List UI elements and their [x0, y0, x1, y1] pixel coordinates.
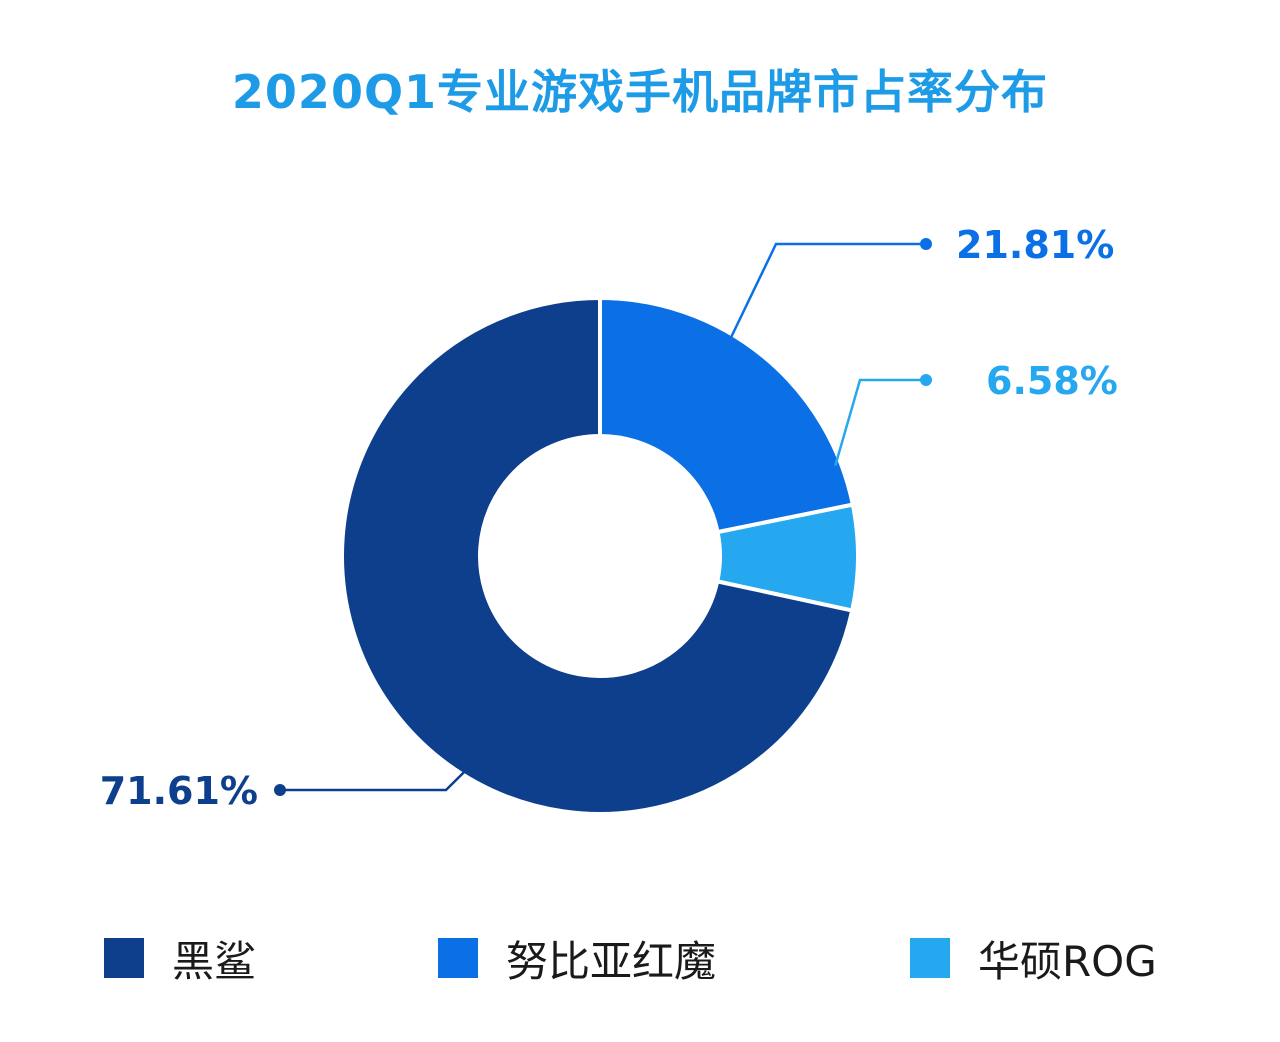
chart-title: 2020Q1专业游戏手机品牌市占率分布 [231, 65, 1049, 119]
leader-dot-1 [920, 238, 932, 250]
legend-label: 华硕ROG [978, 936, 1157, 986]
chart-legend: 黑鲨 努比亚红魔 华硕ROG [0, 928, 1280, 988]
pie-slice-1 [598, 295, 856, 535]
data-label-2: 6.58% [986, 359, 1118, 403]
legend-item-nubia: 努比亚红魔 [438, 928, 716, 988]
leader-dot-0 [274, 784, 286, 796]
legend-item-rog: 华硕ROG [910, 928, 1157, 988]
leader-line-1 [728, 242, 926, 341]
legend-label: 黑鲨 [172, 936, 257, 986]
data-label-1: 21.81% [956, 223, 1114, 267]
legend-swatch [104, 938, 144, 978]
leader-line-2 [834, 378, 926, 467]
legend-swatch [438, 938, 478, 978]
legend-item-heisha: 黑鲨 [104, 928, 256, 988]
pie-slice-0 [340, 295, 855, 816]
data-label-0: 71.61% [100, 769, 258, 813]
legend-swatch [910, 938, 950, 978]
legend-label: 努比亚红魔 [506, 936, 717, 986]
leader-line-0 [280, 768, 468, 792]
leader-dot-2 [920, 374, 932, 386]
